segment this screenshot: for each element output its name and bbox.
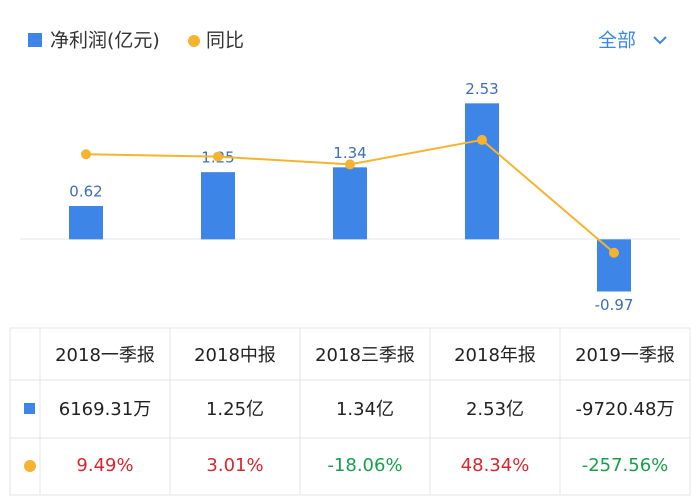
table [9, 327, 691, 496]
table-cell: 2.53亿 [466, 399, 524, 420]
row-icon [24, 460, 36, 472]
bar [201, 172, 235, 240]
line-point [213, 151, 223, 162]
table-cell: 1.34亿 [336, 399, 394, 420]
legend-swatch [188, 35, 200, 47]
table-header: 2018年报 [454, 345, 536, 366]
table-header: 2018三季报 [315, 345, 415, 366]
data-label: -0.97 [595, 296, 634, 314]
period-label[interactable]: 全部 [598, 30, 636, 52]
table-header: 2018中报 [194, 345, 276, 366]
legend-label: 同比 [206, 30, 244, 52]
table-cell: 1.25亿 [206, 399, 264, 420]
bar [465, 103, 499, 240]
table-cell: 48.34% [461, 455, 530, 476]
legend-swatch [28, 33, 42, 47]
bar [69, 206, 103, 240]
data-label: 0.62 [69, 183, 102, 201]
line-point [345, 159, 355, 170]
table-border [9, 327, 691, 496]
table-header: 2019一季报 [575, 345, 675, 366]
table-cell: 6169.31万 [59, 399, 151, 420]
table-cell: -9720.48万 [576, 399, 675, 420]
row-icon [24, 403, 35, 414]
period-dropdown[interactable]: 全部 [598, 30, 667, 52]
table-cell: 9.49% [76, 455, 133, 476]
bar [597, 239, 631, 292]
table-cell: -18.06% [327, 455, 402, 476]
table-header: 2018一季报 [55, 345, 155, 366]
legend-label: 净利润(亿元) [50, 30, 160, 52]
dropdown-arrow[interactable] [653, 36, 667, 45]
table-cell: 3.01% [206, 455, 263, 476]
bar [333, 167, 367, 240]
data-label: 1.34 [333, 144, 366, 162]
table-cell: -257.56% [582, 455, 669, 476]
line-point [609, 247, 619, 258]
line-point [81, 149, 91, 160]
line-point [477, 134, 487, 145]
data-label: 2.53 [465, 80, 498, 98]
